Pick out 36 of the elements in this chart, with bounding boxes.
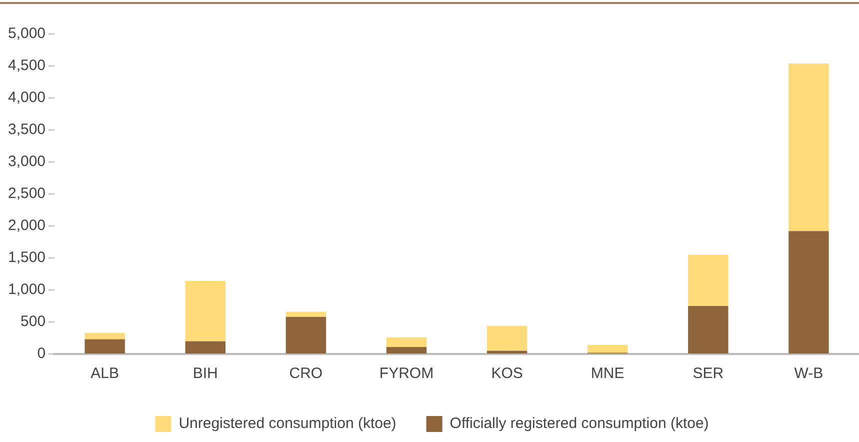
y-tick-label: 1,500 bbox=[8, 249, 46, 266]
bar bbox=[386, 346, 427, 354]
x-tick-label: W-B bbox=[794, 365, 824, 382]
x-tick-label: CRO bbox=[289, 365, 323, 382]
bar bbox=[185, 341, 226, 354]
legend-label: Officially registered consumption (ktoe) bbox=[450, 415, 709, 432]
x-tick-label: FYROM bbox=[379, 365, 434, 382]
x-tick-label: MNE bbox=[590, 365, 624, 382]
y-tick-label: 5,000 bbox=[8, 25, 46, 42]
y-tick-label: 500 bbox=[20, 313, 46, 330]
bar bbox=[185, 281, 226, 342]
bar bbox=[688, 254, 728, 306]
x-tick-label: SER bbox=[692, 365, 724, 382]
y-tick-label: 4,000 bbox=[8, 89, 46, 106]
bar bbox=[286, 312, 326, 317]
y-tick-label: 3,500 bbox=[8, 121, 46, 138]
bar bbox=[486, 350, 528, 354]
bar bbox=[688, 306, 728, 354]
x-tick-label: KOS bbox=[491, 365, 523, 382]
bar bbox=[84, 339, 125, 354]
bar bbox=[788, 231, 829, 354]
y-tick-label: 1,000 bbox=[8, 281, 46, 298]
y-tick-label: 2,500 bbox=[8, 185, 46, 202]
legend-label: Unregistered consumption (ktoe) bbox=[178, 415, 396, 432]
x-tick-label: BIH bbox=[192, 365, 218, 382]
bar bbox=[587, 345, 628, 353]
bar bbox=[386, 337, 427, 347]
bar bbox=[286, 316, 326, 354]
bar bbox=[84, 332, 125, 340]
x-tick-label: ALB bbox=[90, 365, 119, 382]
y-tick-label: 0 bbox=[37, 345, 46, 362]
y-tick-label: 4,500 bbox=[8, 57, 46, 74]
y-tick-label: 2,000 bbox=[8, 217, 46, 234]
bar bbox=[788, 63, 829, 232]
bar bbox=[486, 326, 528, 351]
y-tick-label: 3,000 bbox=[8, 153, 46, 170]
